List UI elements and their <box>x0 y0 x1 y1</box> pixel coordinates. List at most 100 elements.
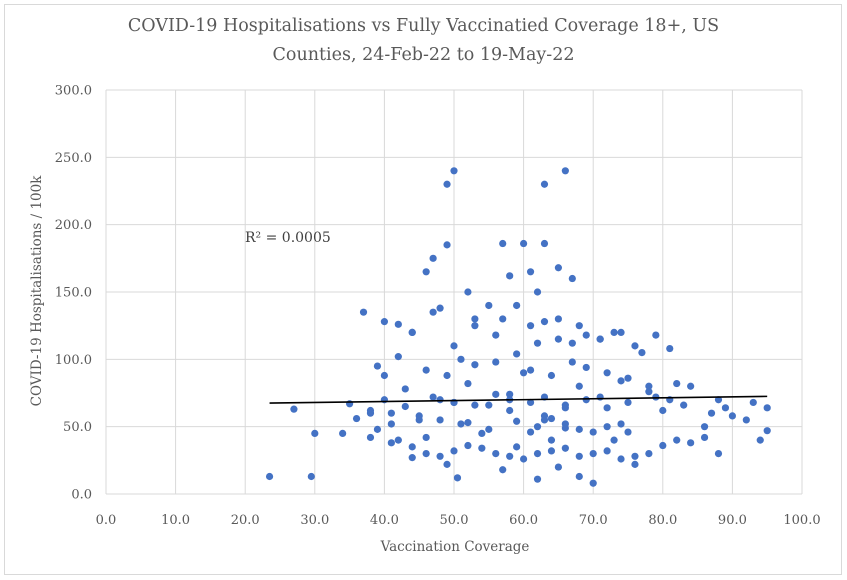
data-point <box>533 339 542 347</box>
data-point <box>631 460 639 468</box>
data-point <box>631 342 639 350</box>
data-point <box>443 371 451 380</box>
data-point <box>673 379 681 388</box>
data-point <box>714 396 723 404</box>
data-point <box>652 393 660 401</box>
data-point <box>554 264 563 272</box>
data-point <box>575 452 583 460</box>
data-point <box>359 308 368 316</box>
y-axis-title: COVID-19 Hospitalisations / 100k <box>29 175 45 407</box>
data-point <box>582 396 590 404</box>
data-point <box>589 428 597 436</box>
data-point <box>499 315 507 323</box>
data-point <box>408 328 416 336</box>
chart-title-line-1: COVID-19 Hospitalisations vs Fully Vacci… <box>127 16 720 36</box>
data-point <box>311 429 319 437</box>
y-tick-label: 150.0 <box>55 286 92 301</box>
data-point <box>520 369 528 377</box>
data-point <box>547 371 556 380</box>
data-point <box>687 439 695 447</box>
data-point <box>422 366 430 374</box>
data-point <box>339 429 347 437</box>
data-point <box>464 379 472 388</box>
data-point <box>307 472 315 481</box>
data-point <box>652 331 660 339</box>
data-point <box>506 452 514 460</box>
data-point <box>624 398 632 407</box>
y-tick-label: 250.0 <box>55 151 92 166</box>
data-point <box>617 420 625 428</box>
data-point <box>492 390 500 398</box>
data-point <box>485 425 493 433</box>
data-point <box>450 167 458 175</box>
data-point <box>666 344 674 353</box>
data-point <box>394 353 402 361</box>
data-point <box>554 315 563 323</box>
data-points <box>265 167 771 487</box>
data-point <box>506 390 514 398</box>
data-point <box>568 358 576 366</box>
data-point <box>561 167 569 175</box>
trendline <box>269 395 768 404</box>
data-point <box>721 404 730 412</box>
data-point <box>673 436 681 444</box>
data-point <box>547 447 556 455</box>
data-point <box>387 409 395 417</box>
data-point <box>436 304 444 312</box>
data-point <box>422 433 430 442</box>
chart-title-line-2: Counties, 24-Feb-22 to 19-May-22 <box>272 45 575 65</box>
x-tick-label: 100.0 <box>783 513 820 528</box>
data-point <box>631 452 639 460</box>
data-point <box>603 447 611 455</box>
data-point <box>589 450 597 458</box>
data-point <box>526 428 535 436</box>
x-tick-label: 50.0 <box>440 513 469 528</box>
r-squared-annotation: R² = 0.0005 <box>245 230 331 246</box>
data-point <box>513 417 521 425</box>
data-point <box>547 436 556 444</box>
data-point <box>645 388 653 396</box>
data-point <box>290 405 298 413</box>
data-point <box>436 396 444 404</box>
data-point <box>443 460 451 468</box>
data-point <box>366 433 375 442</box>
x-tick-label: 90.0 <box>718 513 747 528</box>
chart-frame <box>4 4 842 575</box>
data-point <box>575 382 583 390</box>
data-point <box>506 406 514 415</box>
y-tick-label: 200.0 <box>55 218 92 233</box>
data-point <box>728 412 737 420</box>
data-point <box>513 443 521 451</box>
data-point <box>436 452 444 460</box>
data-point <box>700 423 709 431</box>
data-point <box>265 472 274 481</box>
data-point <box>464 288 472 296</box>
x-axis-title: Vaccination Coverage <box>380 539 530 555</box>
data-point <box>492 450 500 458</box>
y-tick-label: 100.0 <box>55 353 92 368</box>
data-point <box>582 331 590 339</box>
x-tick-label: 20.0 <box>231 513 260 528</box>
data-point <box>575 322 583 330</box>
data-point <box>561 420 569 428</box>
x-tick-label: 80.0 <box>648 513 677 528</box>
data-point <box>485 401 493 409</box>
data-point <box>596 393 604 401</box>
data-point <box>513 301 521 310</box>
data-point <box>575 472 583 481</box>
data-point <box>603 423 611 431</box>
data-point <box>408 443 416 451</box>
data-point <box>610 436 618 444</box>
data-point <box>492 331 500 339</box>
data-point <box>610 328 618 336</box>
data-point <box>603 404 611 412</box>
data-point <box>464 441 472 450</box>
data-point <box>540 318 549 326</box>
data-point <box>408 454 416 462</box>
data-point <box>401 385 409 393</box>
data-point <box>533 450 542 458</box>
data-point <box>617 455 625 463</box>
data-point <box>763 427 771 435</box>
data-point <box>687 382 695 390</box>
data-point <box>561 444 569 452</box>
